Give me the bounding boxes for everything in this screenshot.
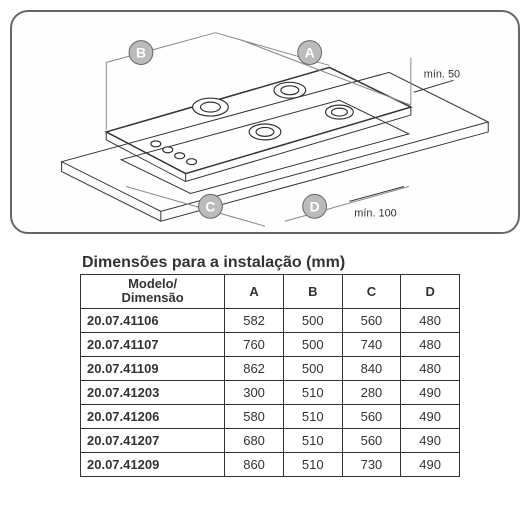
cell-C: 280 bbox=[342, 380, 401, 404]
cell-B: 500 bbox=[283, 308, 342, 332]
table-row: 20.07.41207680510560490 bbox=[81, 428, 460, 452]
cell-C: 740 bbox=[342, 332, 401, 356]
cell-C: 840 bbox=[342, 356, 401, 380]
cell-D: 490 bbox=[401, 404, 460, 428]
cell-A: 680 bbox=[225, 428, 284, 452]
cell-D: 480 bbox=[401, 356, 460, 380]
table-row: 20.07.41106582500560480 bbox=[81, 308, 460, 332]
cell-model: 20.07.41106 bbox=[81, 308, 225, 332]
table-row: 20.07.41107760500740480 bbox=[81, 332, 460, 356]
cell-D: 490 bbox=[401, 380, 460, 404]
cell-B: 510 bbox=[283, 428, 342, 452]
annot-min50: mín. 50 bbox=[424, 68, 460, 80]
col-D: D bbox=[401, 275, 460, 309]
cell-D: 480 bbox=[401, 308, 460, 332]
cell-C: 730 bbox=[342, 452, 401, 476]
cell-B: 500 bbox=[283, 332, 342, 356]
cell-model: 20.07.41206 bbox=[81, 404, 225, 428]
cell-A: 862 bbox=[225, 356, 284, 380]
cell-B: 510 bbox=[283, 380, 342, 404]
col-A: A bbox=[225, 275, 284, 309]
col-model-l1: Modelo/ bbox=[128, 276, 177, 291]
svg-text:C: C bbox=[205, 198, 215, 214]
table-title: Dimensões para a instalação (mm) bbox=[80, 254, 460, 272]
col-B: B bbox=[283, 275, 342, 309]
cell-model: 20.07.41107 bbox=[81, 332, 225, 356]
cell-B: 510 bbox=[283, 452, 342, 476]
badge-D: D bbox=[303, 194, 327, 218]
badge-B: B bbox=[129, 41, 153, 65]
table-row: 20.07.41206580510560490 bbox=[81, 404, 460, 428]
badge-A: A bbox=[298, 41, 322, 65]
cell-C: 560 bbox=[342, 308, 401, 332]
dimensions-table: Modelo/ Dimensão A B C D 20.07.411065825… bbox=[80, 274, 460, 477]
cell-D: 480 bbox=[401, 332, 460, 356]
cell-A: 300 bbox=[225, 380, 284, 404]
cell-C: 560 bbox=[342, 428, 401, 452]
cell-A: 582 bbox=[225, 308, 284, 332]
cell-model: 20.07.41109 bbox=[81, 356, 225, 380]
dimensions-table-wrap: Dimensões para a instalação (mm) Modelo/… bbox=[10, 254, 520, 477]
col-model: Modelo/ Dimensão bbox=[81, 275, 225, 309]
cell-A: 860 bbox=[225, 452, 284, 476]
table-header-row: Modelo/ Dimensão A B C D bbox=[81, 275, 460, 309]
cell-A: 580 bbox=[225, 404, 284, 428]
cell-model: 20.07.41209 bbox=[81, 452, 225, 476]
cell-B: 510 bbox=[283, 404, 342, 428]
annot-min100: mín. 100 bbox=[354, 207, 396, 219]
table-row: 20.07.41209860510730490 bbox=[81, 452, 460, 476]
cell-B: 500 bbox=[283, 356, 342, 380]
diagram-svg: mín. 50 mín. 100 B A C D bbox=[12, 12, 518, 232]
table-row: 20.07.41109862500840480 bbox=[81, 356, 460, 380]
col-C: C bbox=[342, 275, 401, 309]
cell-model: 20.07.41203 bbox=[81, 380, 225, 404]
cell-D: 490 bbox=[401, 428, 460, 452]
col-model-l2: Dimensão bbox=[122, 290, 184, 305]
table-row: 20.07.41203300510280490 bbox=[81, 380, 460, 404]
svg-text:A: A bbox=[305, 45, 315, 61]
installation-diagram: mín. 50 mín. 100 B A C D bbox=[10, 10, 520, 234]
cell-D: 490 bbox=[401, 452, 460, 476]
svg-text:D: D bbox=[310, 198, 320, 214]
svg-text:B: B bbox=[136, 45, 146, 61]
cell-model: 20.07.41207 bbox=[81, 428, 225, 452]
cell-C: 560 bbox=[342, 404, 401, 428]
cell-A: 760 bbox=[225, 332, 284, 356]
badge-C: C bbox=[199, 194, 223, 218]
